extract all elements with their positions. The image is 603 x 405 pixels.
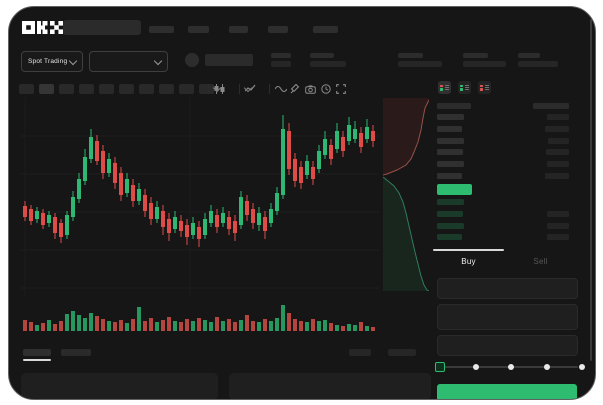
ticker-stat-value	[518, 61, 558, 67]
sell-price-bar	[437, 114, 464, 120]
timeframe-button[interactable]	[119, 84, 134, 94]
indicator-button[interactable]	[243, 83, 256, 95]
candlestick-chart[interactable]	[21, 97, 379, 345]
buy-price-bar	[437, 223, 464, 229]
buy-price-bar	[437, 199, 464, 205]
chevron-down-icon	[68, 56, 78, 65]
spot-trading-dropdown[interactable]: Spot Trading	[21, 51, 83, 72]
sell-price-bar	[437, 161, 464, 167]
nav-item[interactable]	[229, 26, 248, 33]
pair-name-placeholder	[205, 54, 253, 66]
sell-amount-bar	[546, 149, 569, 155]
bottom-tab[interactable]	[61, 349, 91, 356]
expand-icon	[336, 84, 346, 94]
total-input[interactable]	[437, 335, 578, 356]
camera-icon	[305, 84, 316, 94]
orderbook-col-header-price	[437, 103, 471, 109]
asks-book-view-icon[interactable]	[478, 81, 491, 94]
sell-amount-bar	[545, 173, 569, 179]
ticker-stat-value	[463, 61, 506, 67]
tab-buy[interactable]: Buy	[461, 257, 476, 266]
nav-item[interactable]	[188, 26, 209, 33]
okx-logo[interactable]	[22, 21, 64, 35]
nav-item[interactable]	[149, 26, 174, 33]
pencil-icon	[290, 84, 300, 94]
timeframe-button[interactable]	[139, 84, 154, 94]
nav-item[interactable]	[313, 26, 338, 33]
sell-price-bar	[437, 126, 462, 132]
search-input[interactable]	[63, 20, 141, 35]
sell-price-bar	[437, 173, 462, 179]
depth-chart	[383, 98, 429, 291]
sell-price-bar	[437, 149, 463, 155]
sell-amount-bar	[548, 138, 569, 144]
buy-price-bar	[437, 211, 463, 217]
timeframe-button[interactable]	[179, 84, 194, 94]
buy-amount-bar	[547, 223, 569, 229]
combined-book-view-icon[interactable]	[438, 81, 451, 94]
ticker-stat-value	[310, 61, 346, 67]
bottom-panel-right	[229, 373, 431, 399]
slider-stop-dot[interactable]	[508, 364, 514, 370]
okx-trading-window: Spot Trading Buy Sell	[8, 6, 596, 400]
ticker-stat-value	[271, 61, 291, 67]
bottom-bar-right-item[interactable]	[349, 349, 371, 356]
bottom-panel-left	[21, 373, 218, 399]
buy-tab-underline	[433, 249, 504, 251]
buy-price-bar	[437, 234, 462, 240]
ticker-stat-label	[271, 53, 291, 58]
buy-amount-bar	[547, 211, 569, 217]
amount-input[interactable]	[437, 304, 578, 330]
sell-amount-bar	[547, 161, 569, 167]
chart-type-icon	[214, 84, 225, 94]
ticker-stat-label	[398, 53, 423, 58]
ticker-stat-label	[518, 53, 540, 58]
pair-selector-dropdown[interactable]	[89, 51, 168, 72]
price-input[interactable]	[437, 278, 578, 299]
bottom-tab-underline	[23, 359, 51, 361]
sell-amount-bar	[545, 126, 569, 132]
spot-trading-label: Spot Trading	[28, 58, 68, 65]
scrollbar[interactable]	[590, 19, 592, 361]
timeframe-button[interactable]	[79, 84, 94, 94]
ticker-stat-label	[310, 53, 334, 58]
timeframe-button[interactable]	[199, 84, 214, 94]
bottom-tab-active[interactable]	[23, 349, 51, 356]
sell-amount-bar	[547, 114, 569, 120]
slider-handle[interactable]	[435, 362, 445, 372]
slider-stop-dot[interactable]	[579, 364, 585, 370]
ticker-stat-label	[463, 53, 488, 58]
ticker-stat-value	[398, 61, 442, 67]
wave-icon	[275, 85, 287, 93]
timeframe-button[interactable]	[159, 84, 174, 94]
nav-item[interactable]	[268, 26, 288, 33]
chevron-down-icon	[153, 56, 163, 65]
tab-sell[interactable]: Sell	[533, 257, 548, 266]
buy-amount-bar	[547, 234, 569, 240]
timeframe-button[interactable]	[99, 84, 114, 94]
indicator-icon	[245, 84, 256, 92]
slider-stop-dot[interactable]	[472, 364, 479, 370]
token-avatar	[185, 53, 199, 67]
timeframe-button[interactable]	[39, 84, 54, 94]
orderbook-col-header-amount	[533, 103, 569, 109]
slider-stop-dot[interactable]	[543, 364, 550, 370]
bottom-bar-right-item[interactable]	[388, 349, 416, 356]
clock-icon	[321, 84, 331, 94]
buy-submit-button[interactable]	[437, 384, 577, 399]
bids-book-view-icon[interactable]	[458, 81, 471, 94]
chart-type-button[interactable]	[212, 83, 225, 95]
last-price-highlight[interactable]	[437, 184, 472, 195]
timeframe-button[interactable]	[19, 84, 34, 94]
timeframe-button[interactable]	[59, 84, 74, 94]
sell-price-bar	[437, 138, 464, 144]
